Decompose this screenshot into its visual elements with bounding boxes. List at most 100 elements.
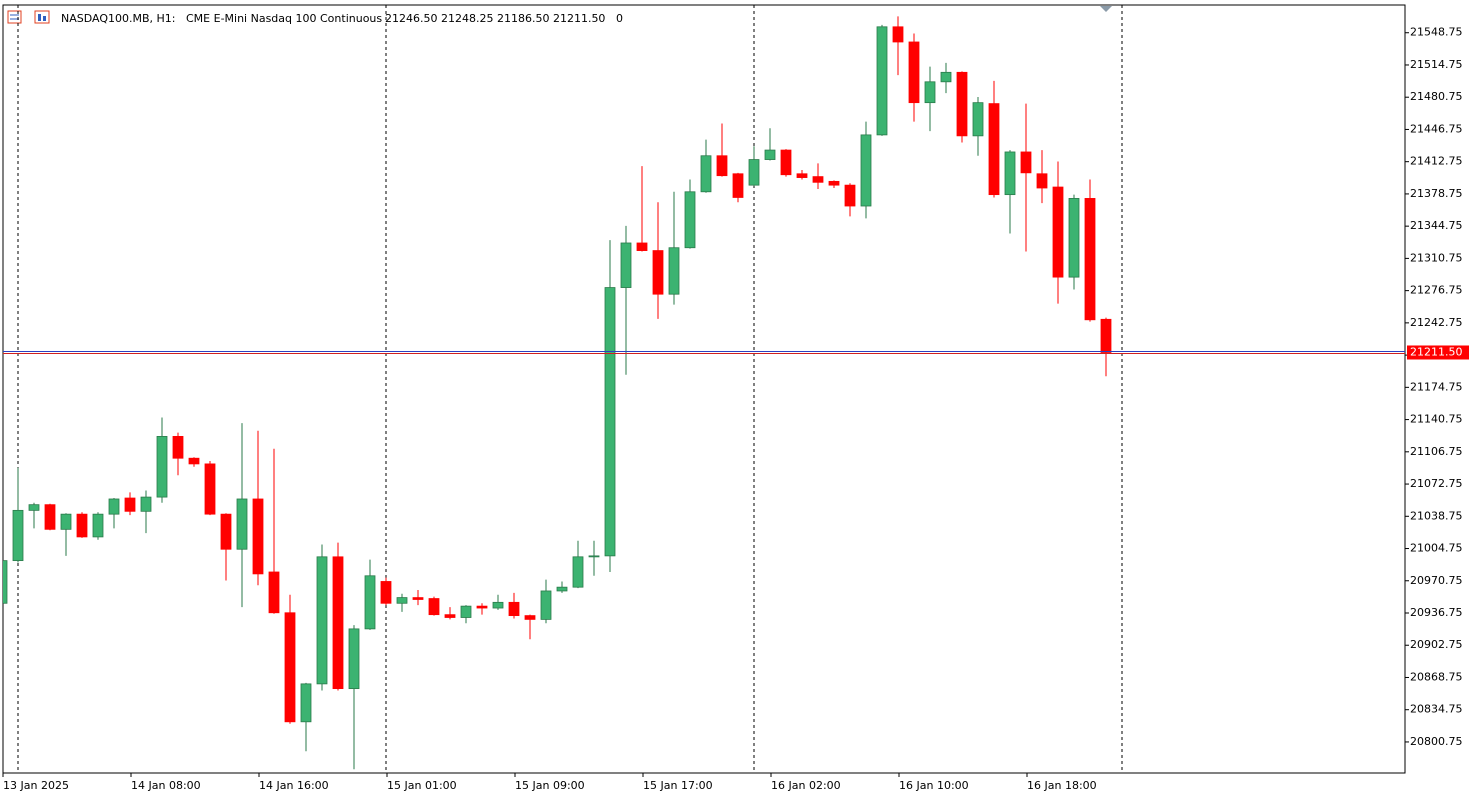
candle-body (956, 71, 968, 137)
y-tick-label: 21276.75 (1410, 284, 1463, 297)
candle-body (876, 26, 888, 136)
y-tick-label: 21310.75 (1410, 251, 1463, 264)
candle-body (828, 180, 840, 186)
candle-body (396, 597, 408, 604)
candle-body (636, 242, 648, 251)
candle-body (460, 605, 472, 618)
candle-body (860, 134, 872, 207)
candle-body (124, 497, 136, 512)
candle-body (236, 498, 248, 550)
chart-icon[interactable] (34, 10, 50, 24)
y-tick-label: 21072.75 (1410, 477, 1463, 490)
candle-body (140, 496, 152, 512)
candle-body (572, 556, 584, 588)
chart-icon-bar (43, 16, 46, 21)
x-tick-label: 14 Jan 16:00 (259, 779, 329, 792)
candle-body (284, 612, 296, 723)
candle-body (652, 250, 664, 295)
candle-body (732, 173, 744, 198)
y-tick-label: 20970.75 (1410, 574, 1463, 587)
candle-body (556, 586, 568, 592)
x-tick-label: 15 Jan 09:00 (515, 779, 585, 792)
x-tick-label: 16 Jan 02:00 (771, 779, 841, 792)
candle-body (444, 614, 456, 618)
candle-body (764, 149, 776, 160)
candle-body (1036, 173, 1048, 189)
candles (3, 5, 1123, 773)
x-tick-label: 14 Jan 08:00 (131, 779, 201, 792)
candle-body (748, 159, 760, 186)
candle-body (316, 556, 328, 685)
y-tick-label: 20936.75 (1410, 606, 1463, 619)
candle-body (380, 581, 392, 604)
candle-body (188, 457, 200, 465)
y-tick-label: 21140.75 (1410, 413, 1463, 426)
candle-body (12, 509, 24, 562)
candle-body (300, 683, 312, 723)
candle-body (60, 513, 72, 530)
candle-body (668, 247, 680, 295)
candle-body (908, 41, 920, 104)
candle-body (972, 102, 984, 137)
x-tick-label: 15 Jan 01:00 (387, 779, 457, 792)
candle-body (252, 498, 264, 575)
candle-body (924, 81, 936, 104)
candle-body (108, 498, 120, 515)
y-tick-label: 21344.75 (1410, 219, 1463, 232)
candle-body (716, 155, 728, 177)
y-tick-label: 21514.75 (1410, 58, 1463, 71)
candle-body (1004, 151, 1016, 196)
y-tick-label: 21378.75 (1410, 187, 1463, 200)
candle-body (268, 571, 280, 614)
candle-body (524, 615, 536, 620)
candle-body (940, 71, 952, 83)
x-tick-label: 13 Jan 2025 (3, 779, 69, 792)
candle-body (844, 184, 856, 207)
candle-body (540, 590, 552, 620)
candle-body (428, 598, 440, 616)
y-tick-label: 20902.75 (1410, 638, 1463, 651)
candle-body (588, 555, 600, 558)
candle-body (604, 287, 616, 557)
x-tick-label: 15 Jan 17:00 (643, 779, 713, 792)
candle-body (620, 242, 632, 288)
candle-body (412, 597, 424, 600)
ohlc: 21246.50 21248.25 21186.50 21211.50 (385, 12, 605, 25)
last-price-box (1407, 345, 1469, 360)
symbol: NASDAQ100.MB, H1: (61, 12, 176, 25)
candle-body (172, 436, 184, 459)
candle-body (364, 575, 376, 630)
y-tick-label: 21106.75 (1410, 445, 1463, 458)
y-tick-label: 21038.75 (1410, 509, 1463, 522)
x-tick-label: 16 Jan 10:00 (899, 779, 969, 792)
candle-body (220, 513, 232, 550)
candle-body (988, 103, 1000, 196)
candle-body (332, 556, 344, 690)
chart-icon-bar (38, 14, 41, 21)
description: CME E-Mini Nasdaq 100 Continuous (186, 12, 382, 25)
candle-body (156, 436, 168, 498)
candle-body (1020, 151, 1032, 174)
candle-body (76, 513, 88, 538)
candle-body (28, 504, 40, 511)
x-tick-label: 16 Jan 18:00 (1027, 779, 1097, 792)
y-tick-label: 20868.75 (1410, 670, 1463, 683)
candle-body (204, 463, 216, 515)
y-tick-label: 20800.75 (1410, 735, 1463, 748)
candle-body (700, 155, 712, 193)
volume: 0 (616, 12, 623, 25)
candle-body (1100, 318, 1112, 353)
y-tick-label: 21242.75 (1410, 316, 1463, 329)
y-tick-label: 21548.75 (1410, 26, 1463, 39)
candle-body (3, 560, 8, 604)
candle-body (1084, 198, 1096, 321)
candle-body (92, 513, 104, 538)
plot-area (2, 4, 1406, 774)
candle-body (508, 601, 520, 617)
candle-body (812, 176, 824, 183)
candle-body (348, 628, 360, 690)
shift-marker[interactable] (1100, 6, 1112, 12)
menu-icon[interactable] (7, 10, 22, 24)
